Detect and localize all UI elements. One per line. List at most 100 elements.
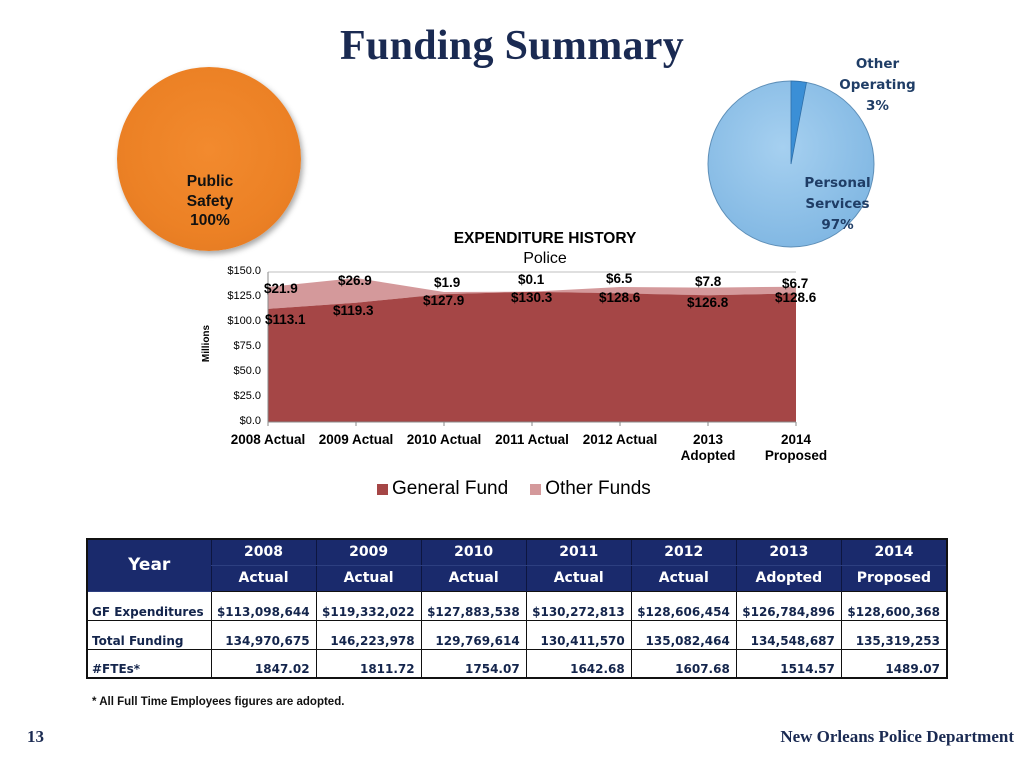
footnote: * All Full Time Employees figures are ad… (92, 696, 345, 708)
table-cell: 135,319,253 (840, 619, 948, 650)
table-cell: 1847.02 (210, 648, 317, 679)
x-tick: 2008 Actual (230, 432, 306, 447)
funding-table: Year 2008 2009 2010 2011 2012 2013 2014 … (86, 538, 948, 679)
column-year: 2009 (315, 539, 422, 566)
year-header: Year (86, 539, 211, 592)
x-tick: 2013 Adopted (680, 432, 736, 463)
pie-label-line: Safety (186, 192, 234, 210)
column-type: Proposed (840, 565, 947, 591)
table-cell: $130,272,813 (525, 590, 632, 621)
data-label-other-funds: $6.7 (782, 276, 809, 291)
pie-label-percent: 97% (821, 217, 854, 233)
table-cell: $128,600,368 (840, 590, 948, 621)
column-year: 2008 (210, 539, 317, 566)
department-name: New Orleans Police Department (780, 727, 1014, 746)
table-cell: $119,332,022 (315, 590, 422, 621)
table-cell: 134,548,687 (735, 619, 842, 650)
chart-subtitle: Police (523, 250, 567, 267)
data-label-general-fund: $127.9 (423, 293, 465, 308)
column-type: Actual (420, 565, 527, 591)
table-row: Total Funding 134,970,675 146,223,978 12… (86, 619, 948, 650)
x-tick: 2011 Actual (495, 432, 569, 447)
column-type: Actual (525, 565, 632, 591)
data-label-general-fund: $128.6 (775, 290, 817, 305)
table-row: #FTEs* 1847.02 1811.72 1754.07 1642.68 1… (86, 648, 948, 679)
table-cell: 134,970,675 (210, 619, 317, 650)
data-label-other-funds: $6.5 (606, 271, 633, 286)
general-fund-swatch (377, 483, 388, 495)
data-label-general-fund: $128.6 (599, 290, 641, 305)
table-cell: 1607.68 (630, 648, 737, 679)
table-cell: 135,082,464 (630, 619, 737, 650)
table-cell: 1754.07 (420, 648, 527, 679)
column-year: 2012 (630, 539, 737, 566)
column-type: Actual (630, 565, 737, 591)
expense-type-pie (707, 80, 875, 248)
data-label-other-funds: $7.8 (695, 274, 722, 289)
data-label-other-funds: $1.9 (434, 275, 461, 290)
table-cell: 130,411,570 (525, 619, 632, 650)
column-year: 2010 (420, 539, 527, 566)
other-funds-area (268, 278, 796, 309)
table-cell: 1811.72 (315, 648, 422, 679)
page-title: Funding Summary (339, 23, 685, 69)
column-year: 2014 (840, 539, 947, 566)
pie-label-percent: 3% (866, 98, 889, 114)
table-cell: 129,769,614 (420, 619, 527, 650)
table-cell: 1514.57 (735, 648, 842, 679)
y-tick: $0.0 (239, 415, 261, 427)
y-tick: $100.0 (227, 315, 261, 327)
column-year: 2013 (735, 539, 842, 566)
column-type: Actual (315, 565, 422, 591)
table-cell: $127,883,538 (420, 590, 527, 621)
row-label: GF Expenditures (86, 590, 212, 621)
other-funds-swatch (530, 483, 542, 495)
data-label-other-funds: $0.1 (518, 272, 545, 287)
y-tick: $75.0 (233, 340, 261, 352)
legend-item-general-fund: General Fund (377, 478, 508, 500)
data-label-general-fund: $113.1 (265, 312, 306, 327)
column-type: Actual (210, 565, 317, 591)
y-axis-label: Millions (201, 324, 213, 363)
table-cell: 1489.07 (840, 648, 948, 679)
column-type: Adopted (735, 565, 842, 591)
other-operating-label: Other Operating 3% (830, 54, 925, 117)
x-tick: 2014 Proposed (764, 432, 828, 463)
y-tick: $125.0 (227, 290, 261, 302)
row-label: #FTEs* (86, 648, 212, 679)
pie-label-line: Public (186, 173, 234, 190)
x-tick: 2009 Actual (318, 432, 394, 447)
other-operating-slice (790, 80, 807, 165)
general-fund-area (268, 291, 796, 422)
table-cell: $128,606,454 (630, 590, 737, 621)
column-year: 2011 (525, 539, 632, 566)
page-number: 13 (27, 727, 44, 746)
data-label-other-funds: $21.9 (264, 281, 298, 296)
y-tick: $25.0 (233, 390, 261, 402)
public-safety-pie (117, 67, 301, 251)
data-label-other-funds: $26.9 (338, 273, 372, 288)
pie-label-line: Personal (804, 175, 871, 191)
chart-title: EXPENDITURE HISTORY (453, 230, 637, 247)
data-label-general-fund: $119.3 (333, 303, 374, 318)
x-tick: 2010 Actual (406, 432, 482, 447)
chart-legend: General Fund Other Funds (377, 478, 673, 500)
data-label-general-fund: $130.3 (511, 290, 553, 305)
data-label-general-fund: $126.8 (687, 295, 729, 310)
table-cell: 146,223,978 (315, 619, 422, 650)
pie-label-line: Operating (839, 77, 916, 93)
row-label: Total Funding (86, 619, 212, 650)
personal-services-label: Personal Services 97% (790, 173, 885, 236)
y-tick: $150.0 (227, 265, 261, 277)
table-cell: 1642.68 (525, 648, 632, 679)
pie-label-line: Other (855, 56, 900, 72)
table-cell: $113,098,644 (210, 590, 317, 621)
y-tick: $50.0 (233, 365, 261, 377)
table-cell: $126,784,896 (735, 590, 842, 621)
pie-label-percent: 100% (190, 212, 230, 229)
public-safety-pie-label: Public Safety 100% (160, 172, 260, 231)
pie-label-line: Services (805, 196, 870, 212)
x-tick: 2012 Actual (582, 432, 658, 447)
legend-item-other-funds: Other Funds (530, 478, 651, 500)
